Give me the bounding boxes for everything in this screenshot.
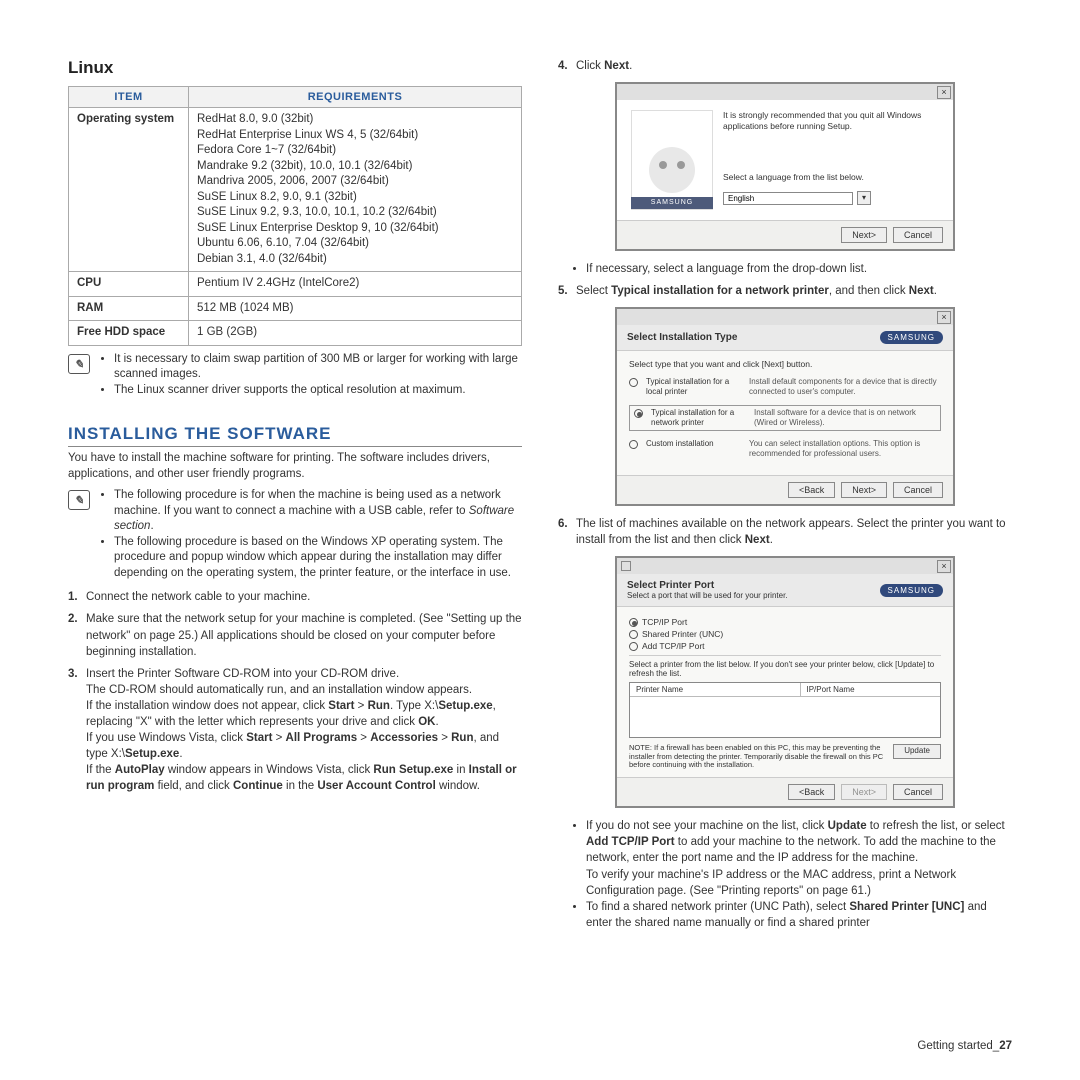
requirements-table: ITEM REQUIREMENTS Operating system RedHa… (68, 86, 522, 346)
printer-port-dialog: × Select Printer Port Select a port that… (615, 556, 955, 808)
next-button[interactable]: Next> (841, 784, 887, 800)
note-item: The following procedure is for when the … (114, 488, 522, 535)
note-icon: ✎ (68, 354, 90, 374)
table-row: RAM 512 MB (1024 MB) (69, 296, 522, 321)
cancel-button[interactable]: Cancel (893, 784, 943, 800)
page-number: 27 (999, 1040, 1012, 1052)
col-req: REQUIREMENTS (189, 87, 522, 108)
cell-cpu-label: CPU (69, 272, 189, 297)
option-local[interactable]: Typical installation for a local printer… (629, 377, 941, 397)
brand-badge: SAMSUNG (631, 197, 713, 209)
app-icon (621, 561, 631, 571)
footer-label: Getting started_ (917, 1040, 999, 1052)
table-row: Operating system RedHat 8.0, 9.0 (32bit)… (69, 108, 522, 272)
table-row: Free HDD space 1 GB (2GB) (69, 321, 522, 346)
install-type-dialog: × Select Installation Type SAMSUNG Selec… (615, 307, 955, 506)
close-icon[interactable]: × (937, 86, 951, 99)
language-dialog: × SAMSUNG It is strongly recommended tha… (615, 82, 955, 251)
step-4: Click Next. (558, 58, 1012, 74)
col-printer-name: Printer Name (630, 683, 801, 696)
left-column: Linux ITEM REQUIREMENTS Operating system… (68, 58, 522, 937)
cell-os-val: RedHat 8.0, 9.0 (32bit) RedHat Enterpris… (189, 108, 522, 272)
next-button[interactable]: Next> (841, 482, 887, 498)
note-item: The following procedure is based on the … (114, 535, 522, 582)
step-3: Insert the Printer Software CD-ROM into … (68, 666, 522, 795)
cell-cpu-val: Pentium IV 2.4GHz (IntelCore2) (189, 272, 522, 297)
cell-os-label: Operating system (69, 108, 189, 272)
dialog-title: Select Printer Port (627, 580, 788, 591)
close-icon[interactable]: × (937, 560, 951, 573)
page-footer: Getting started_27 (917, 1040, 1012, 1052)
post-bullet: If you do not see your machine on the li… (586, 818, 1012, 898)
linux-heading: Linux (68, 58, 522, 78)
cancel-button[interactable]: Cancel (893, 482, 943, 498)
radio-addport[interactable]: Add TCP/IP Port (629, 641, 941, 651)
step-5: Select Typical installation for a networ… (558, 283, 1012, 299)
right-column: Click Next. × SAMSUNG It is strongly rec… (558, 58, 1012, 937)
table-row: CPU Pentium IV 2.4GHz (IntelCore2) (69, 272, 522, 297)
lang-label: Select a language from the list below. (723, 172, 939, 183)
close-icon[interactable]: × (937, 311, 951, 324)
back-button[interactable]: <Back (788, 784, 835, 800)
firewall-note: NOTE: If a firewall has been enabled on … (629, 744, 887, 769)
col-ip-port: IP/Port Name (801, 683, 941, 696)
update-button[interactable]: Update (893, 744, 941, 759)
cell-ram-label: RAM (69, 296, 189, 321)
install-intro: You have to install the machine software… (68, 451, 522, 482)
cell-hdd-label: Free HDD space (69, 321, 189, 346)
brand-badge: SAMSUNG (880, 331, 943, 344)
note-icon: ✎ (68, 490, 90, 510)
radio-shared[interactable]: Shared Printer (UNC) (629, 629, 941, 639)
note-item: It is necessary to claim swap partition … (114, 352, 522, 383)
hint-text: Select a printer from the list below. If… (629, 655, 941, 678)
note-item: The Linux scanner driver supports the op… (114, 383, 522, 399)
option-custom[interactable]: Custom installation You can select insta… (629, 439, 941, 459)
option-network[interactable]: Typical installation for a network print… (629, 405, 941, 431)
back-button[interactable]: <Back (788, 482, 835, 498)
note-box: ✎ The following procedure is for when th… (68, 488, 522, 581)
chevron-down-icon[interactable]: ▾ (857, 191, 871, 205)
language-select[interactable] (723, 192, 853, 205)
next-button[interactable]: Next> (841, 227, 887, 243)
dialog-subtitle: Select a port that will be used for your… (627, 591, 788, 600)
installing-heading: INSTALLING THE SOFTWARE (68, 424, 522, 447)
radio-tcpip[interactable]: TCP/IP Port (629, 617, 941, 627)
step-2: Make sure that the network setup for you… (68, 611, 522, 659)
wizard-image: SAMSUNG (631, 110, 713, 210)
instruction-text: Select type that you want and click [Nex… (629, 359, 941, 369)
cell-ram-val: 512 MB (1024 MB) (189, 296, 522, 321)
sub-bullet: If necessary, select a language from the… (586, 261, 1012, 277)
note-box: ✎ It is necessary to claim swap partitio… (68, 352, 522, 399)
step-6: The list of machines available on the ne… (558, 516, 1012, 548)
dialog-title: Select Installation Type (627, 332, 737, 343)
cancel-button[interactable]: Cancel (893, 227, 943, 243)
cell-hdd-val: 1 GB (2GB) (189, 321, 522, 346)
recommend-text: It is strongly recommended that you quit… (723, 110, 939, 132)
col-item: ITEM (69, 87, 189, 108)
post-bullet: To find a shared network printer (UNC Pa… (586, 899, 1012, 931)
printer-list[interactable]: Printer Name IP/Port Name (629, 682, 941, 738)
brand-badge: SAMSUNG (880, 584, 943, 597)
step-1: Connect the network cable to your machin… (68, 589, 522, 605)
